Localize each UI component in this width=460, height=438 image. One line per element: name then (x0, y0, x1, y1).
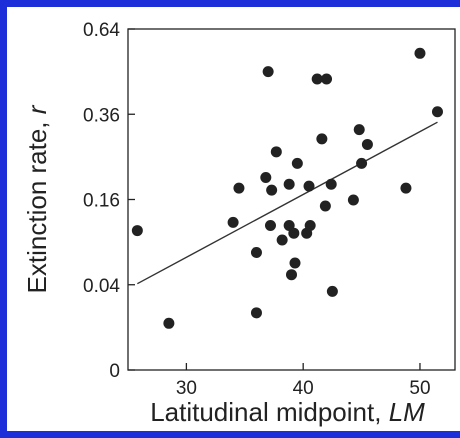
data-point (291, 157, 303, 169)
data-point (431, 106, 443, 118)
data-point (353, 124, 365, 136)
plot-area (127, 28, 456, 371)
y-tick-label: 0.04 (83, 276, 120, 297)
data-point (356, 157, 368, 169)
data-point (311, 73, 323, 85)
data-point (227, 216, 239, 228)
y-tick-label: 0.16 (83, 191, 120, 212)
x-axis-label: Latitudinal midpoint, LM (150, 397, 425, 427)
data-point (283, 178, 295, 190)
data-point (400, 182, 412, 194)
y-tick-label: 0.64 (83, 20, 120, 41)
data-point (233, 182, 245, 194)
data-point (361, 138, 373, 150)
y-axis-label: Extinction rate, r (22, 104, 52, 293)
data-point (270, 146, 282, 158)
x-tick-label: 50 (409, 378, 430, 399)
x-tick-label: 30 (176, 378, 197, 399)
data-point (319, 200, 331, 212)
data-point (288, 227, 300, 239)
data-point (131, 225, 143, 237)
data-point (264, 219, 276, 231)
data-point (163, 317, 175, 329)
data-point (316, 133, 328, 145)
data-point (325, 178, 337, 190)
data-point (326, 285, 338, 297)
data-point (250, 246, 262, 258)
data-point (260, 171, 272, 183)
data-point (289, 257, 301, 269)
data-point (303, 180, 315, 192)
data-point (266, 184, 278, 196)
data-point (286, 269, 297, 281)
trend-line (137, 121, 438, 285)
data-point (321, 73, 333, 85)
data-point (276, 234, 288, 246)
data-point (304, 219, 316, 231)
data-point (414, 47, 426, 59)
x-tick-label: 40 (293, 378, 314, 399)
y-tick-label: 0.36 (83, 105, 120, 126)
y-tick-label: 0 (109, 361, 120, 382)
data-point (250, 307, 262, 319)
data-point (347, 194, 359, 206)
axis-ticks: 0 0.04 0.16 0.36 0.64 30 40 50 (83, 20, 431, 399)
data-point (262, 66, 274, 78)
plot-marks (131, 47, 443, 329)
